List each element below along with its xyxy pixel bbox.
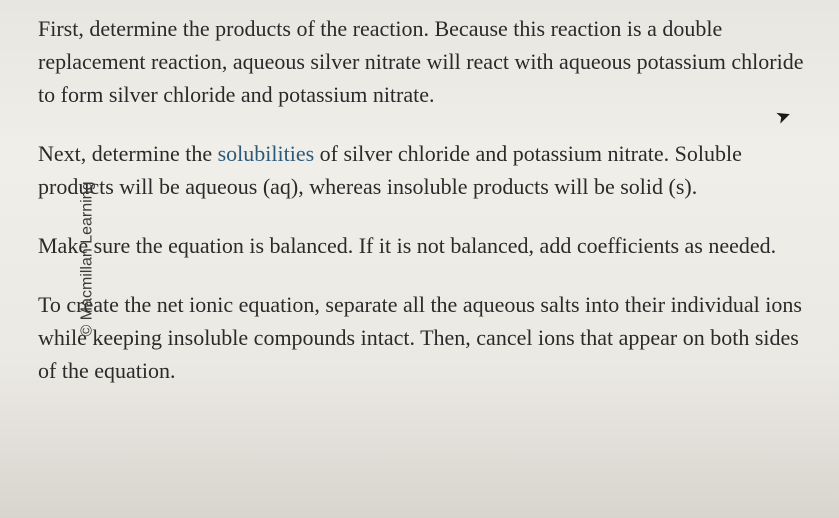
- paragraph-4: To create the net ionic equation, separa…: [38, 288, 809, 387]
- content-area: First, determine the products of the rea…: [0, 0, 839, 433]
- copyright-label: © Macmillan Learning: [78, 182, 96, 337]
- paragraph-3: Make sure the equation is balanced. If i…: [38, 229, 809, 262]
- paragraph-1: First, determine the products of the rea…: [38, 12, 809, 111]
- paragraph-2-before: Next, determine the: [38, 141, 218, 166]
- paragraph-2: Next, determine the solubilities of silv…: [38, 137, 809, 203]
- solubilities-link[interactable]: solubilities: [218, 141, 315, 166]
